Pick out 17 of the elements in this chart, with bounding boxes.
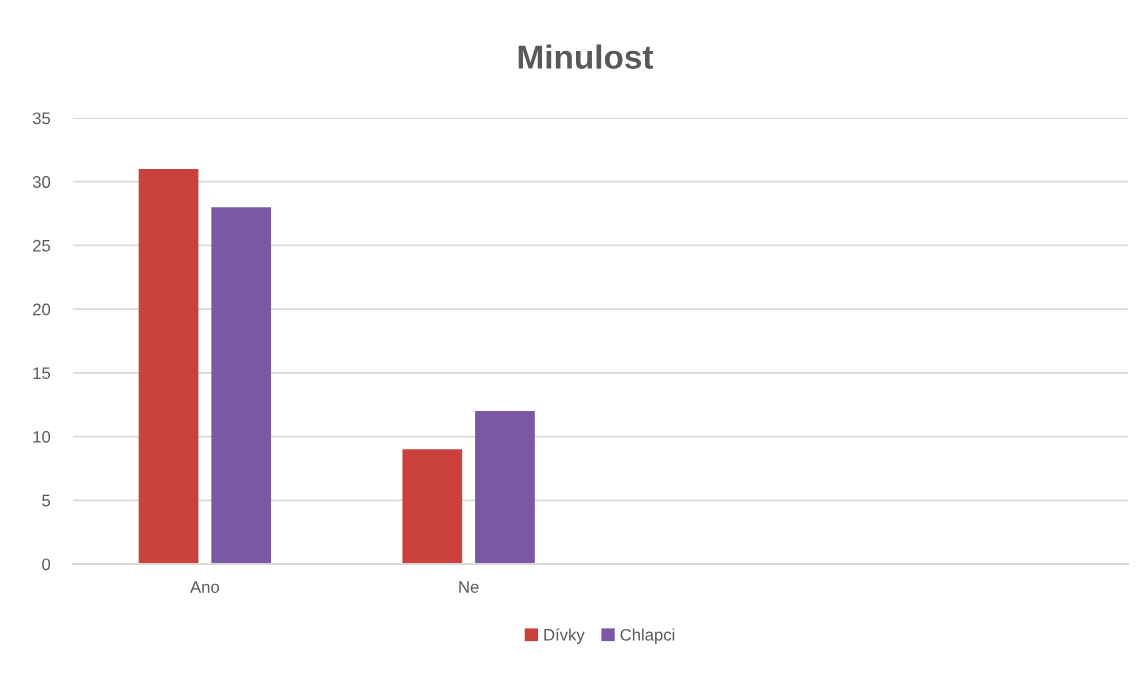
y-tick-label: 15 [33, 367, 51, 380]
x-tick-label: Ne [459, 581, 479, 593]
y-tick-label: 0 [42, 558, 51, 571]
y-tick-label: 30 [32, 176, 51, 188]
legend-label: Dívky [544, 628, 585, 644]
chart-title: Minulost [518, 44, 654, 69]
bar [138, 168, 199, 564]
bar [211, 207, 272, 564]
y-tick-label: 25 [33, 239, 51, 252]
bar [475, 411, 535, 564]
bar [402, 449, 463, 564]
legend-label: Chlapci [620, 628, 675, 644]
y-tick-label: 10 [33, 430, 51, 443]
y-tick-label: 35 [32, 112, 51, 125]
y-tick-label: 5 [42, 494, 51, 507]
x-tick-label: Ano [190, 581, 219, 593]
y-tick-label: 20 [33, 303, 51, 316]
